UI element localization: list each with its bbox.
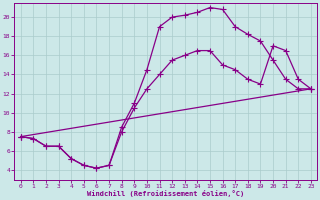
X-axis label: Windchill (Refroidissement éolien,°C): Windchill (Refroidissement éolien,°C) (87, 190, 244, 197)
